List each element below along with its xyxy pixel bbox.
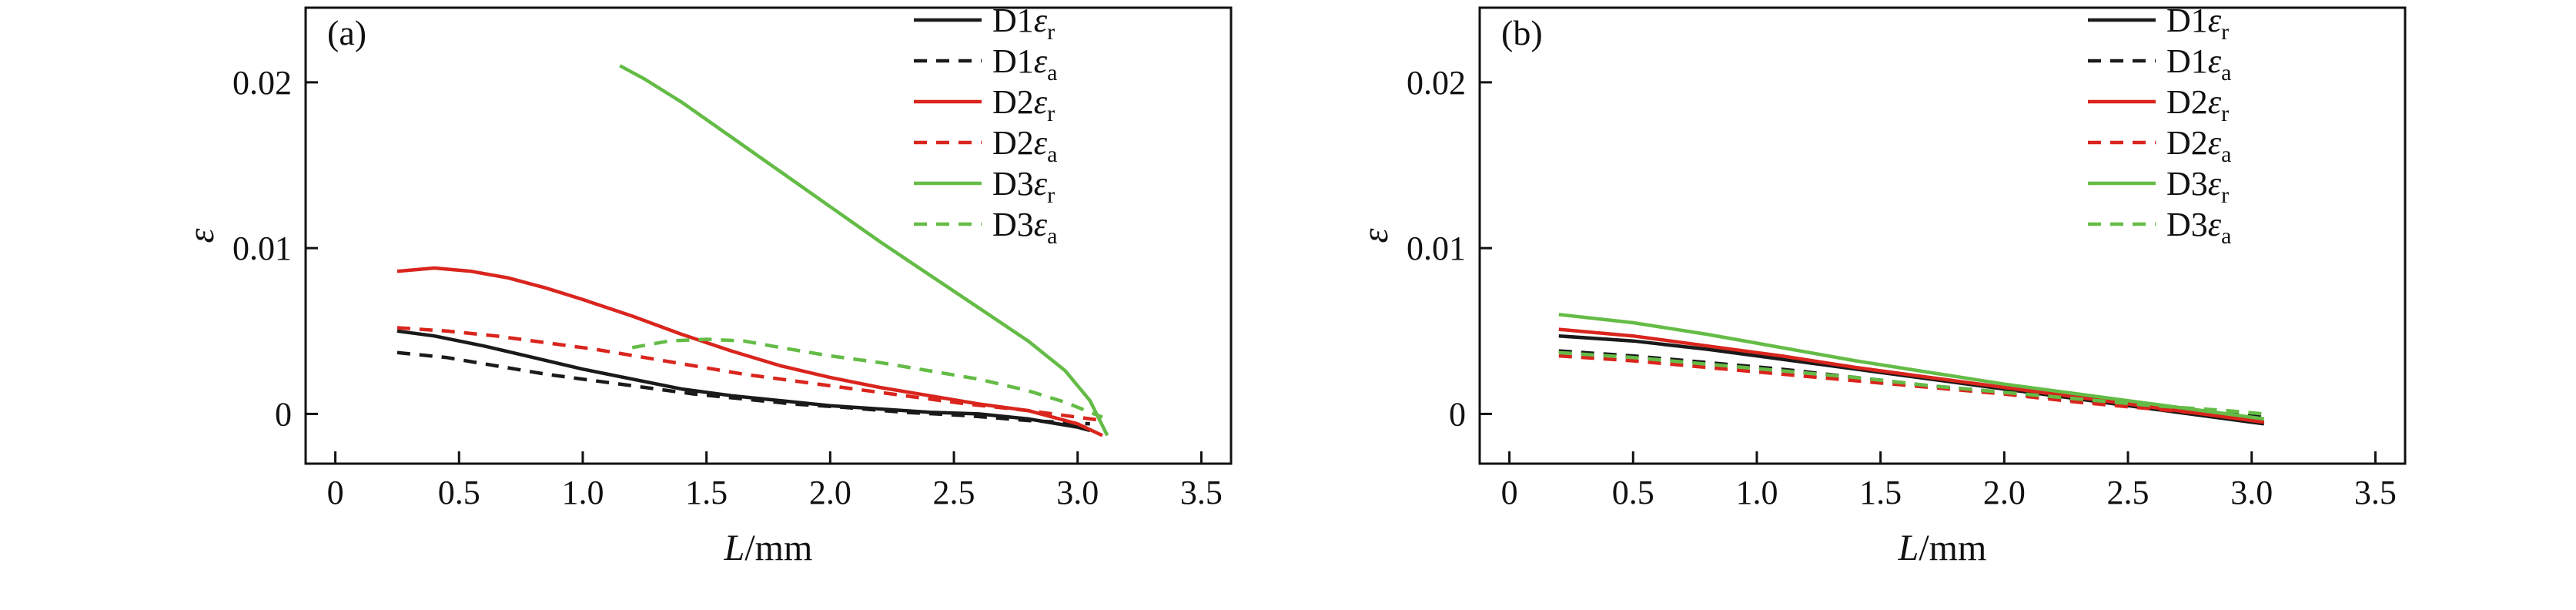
- x-tick-label: 0: [327, 474, 344, 511]
- y-tick-label: 0.02: [1407, 64, 1466, 102]
- series-line-D1-r: [1558, 333, 2265, 426]
- legend-label-D1-r: D1εr: [992, 2, 1055, 45]
- x-tick-label: 1.0: [561, 474, 604, 511]
- legend-label-D3-a: D3εa: [2166, 206, 2231, 249]
- legend-label-D1-a: D1εa: [2166, 42, 2231, 85]
- legend-label-D3-a: D3εa: [992, 206, 1057, 249]
- x-tick-label: 3.0: [2230, 474, 2273, 511]
- y-tick-label: 0: [275, 395, 292, 433]
- x-tick-label: 2.5: [2107, 474, 2149, 511]
- panel-label: (a): [327, 13, 366, 52]
- y-tick-label: 0.02: [233, 64, 292, 102]
- series-line-D3-r: [1558, 313, 2265, 421]
- x-tick-label: 3.5: [1180, 474, 1223, 511]
- legend-label-D3-r: D3εr: [2166, 165, 2229, 208]
- y-axis-label: ε: [1355, 228, 1396, 243]
- legend-label-D2-a: D2εa: [2166, 124, 2231, 167]
- x-tick-label: 0: [1501, 474, 1518, 511]
- chart-a: 0 0.5 1.0 1.5 2.0 2.5 3.0 3.5 0 0.01 0.02 L/mm ε (a) D…: [173, 0, 1251, 606]
- series-line-D2-r: [1558, 327, 2265, 424]
- x-tick-label: 1.0: [1735, 474, 1778, 511]
- chart-svg: 0 0.5 1.0 1.5 2.0 2.5 3.0 3.5 0 0.01 0.02 L/mm ε (a) D…: [181, 2, 1233, 568]
- x-tick-label: 2.0: [1983, 474, 2026, 511]
- legend-label-D2-a: D2εa: [992, 124, 1057, 167]
- y-tick-label: 0: [1449, 395, 1466, 433]
- panel-label: (b): [1501, 13, 1543, 52]
- x-tick-label: 0.5: [1612, 474, 1654, 511]
- x-tick-label: 3.5: [2354, 474, 2397, 511]
- x-axis-label: L/mm: [724, 528, 813, 568]
- series-line-D3-r: [619, 64, 1109, 437]
- chart-svg: 0 0.5 1.0 1.5 2.0 2.5 3.0 3.5 0 0.01 0.02 L/mm ε (b) D…: [1355, 2, 2407, 568]
- x-tick-label: 1.5: [1859, 474, 1902, 511]
- chart-b: 0 0.5 1.0 1.5 2.0 2.5 3.0 3.5 0 0.01 0.02 L/mm ε (b) D…: [1347, 0, 2425, 606]
- x-tick-label: 3.0: [1056, 474, 1099, 511]
- legend-label-D2-r: D2εr: [2166, 83, 2229, 126]
- legend-label-D1-a: D1εa: [992, 42, 1057, 85]
- legend-label-D3-r: D3εr: [992, 165, 1055, 208]
- x-tick-label: 0.5: [438, 474, 480, 511]
- x-axis-label: L/mm: [1898, 528, 1987, 568]
- series-line-D2-a: [396, 326, 1103, 423]
- series-line-D3-a: [1558, 350, 2264, 416]
- x-tick-label: 2.0: [809, 474, 851, 511]
- legend-label-D2-r: D2εr: [992, 83, 1055, 126]
- series-line-D1-r: [396, 329, 1091, 433]
- plot-frame: [304, 6, 1233, 465]
- y-axis-label: ε: [181, 228, 222, 243]
- series-line-D2-a: [1558, 354, 2264, 421]
- series-line-D1-a: [396, 350, 1090, 426]
- plot-frame: [1478, 6, 2407, 465]
- y-tick-label: 0.01: [1407, 230, 1466, 267]
- y-tick-label: 0.01: [233, 230, 292, 267]
- series-line-D3-a: [631, 337, 1103, 419]
- x-tick-label: 1.5: [685, 474, 728, 511]
- x-tick-label: 2.5: [933, 474, 975, 511]
- legend-label-D1-r: D1εr: [2166, 2, 2229, 45]
